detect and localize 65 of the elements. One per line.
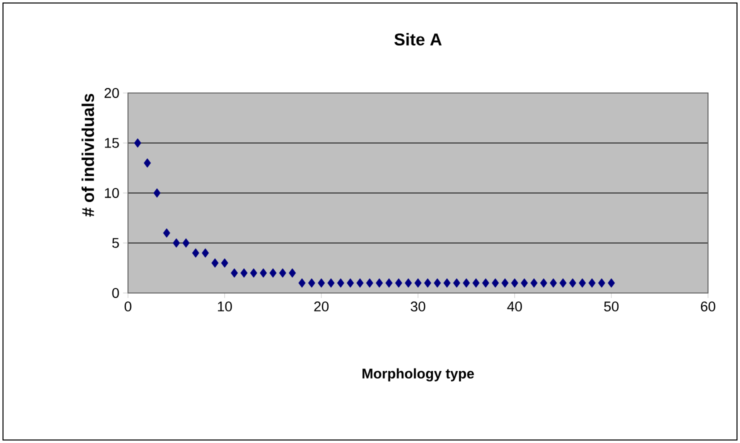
x-tick-label: 50: [604, 302, 619, 312]
point: [153, 188, 161, 198]
x-axis-title: Morphology type: [362, 368, 474, 382]
point: [269, 268, 277, 278]
point: [550, 278, 557, 288]
point: [318, 278, 325, 288]
point: [511, 278, 518, 288]
point: [308, 278, 316, 288]
point: [202, 248, 209, 258]
point: [260, 268, 267, 278]
point: [221, 258, 228, 268]
point: [337, 278, 344, 288]
point: [327, 278, 335, 288]
point: [598, 278, 606, 288]
point: [134, 138, 142, 148]
point: [172, 238, 180, 248]
chart-title: Site A: [394, 33, 442, 46]
point: [230, 268, 238, 278]
point: [414, 278, 422, 288]
point: [385, 278, 393, 288]
x-tick-label: 0: [124, 302, 132, 312]
point: [569, 278, 576, 288]
point: [424, 278, 432, 288]
y-tick-label: 0: [112, 288, 119, 298]
y-tick-label: 5: [112, 238, 119, 248]
point: [288, 268, 296, 278]
point: [520, 278, 528, 288]
x-tick-label: 40: [507, 302, 522, 312]
point: [395, 278, 402, 288]
point: [482, 278, 490, 288]
point: [163, 228, 170, 238]
point: [144, 158, 151, 168]
y-axis-title: # of individuals: [82, 94, 94, 217]
point: [192, 248, 200, 258]
point: [279, 268, 286, 278]
point: [211, 258, 219, 268]
point: [346, 278, 354, 288]
point: [366, 278, 374, 288]
point: [404, 278, 412, 288]
point: [298, 278, 306, 288]
x-tick-label: 10: [218, 302, 232, 312]
point: [453, 278, 460, 288]
point: [540, 278, 548, 288]
y-tick-label: 10: [104, 188, 119, 198]
y-tick-label: 15: [104, 138, 119, 148]
y-tick-label: 20: [104, 88, 119, 98]
x-tick-label: 30: [410, 302, 426, 312]
point: [462, 278, 470, 288]
point: [182, 238, 190, 248]
point: [376, 278, 383, 288]
point: [492, 278, 499, 288]
point: [472, 278, 480, 288]
point: [356, 278, 364, 288]
point: [501, 278, 509, 288]
point: [578, 278, 586, 288]
point: [434, 278, 441, 288]
point: [588, 278, 596, 288]
point: [559, 278, 567, 288]
point: [240, 268, 248, 278]
x-tick-label: 20: [314, 302, 329, 312]
point: [443, 278, 451, 288]
point: [530, 278, 538, 288]
x-tick-label: 60: [700, 302, 716, 312]
point: [250, 268, 258, 278]
point: [608, 278, 615, 288]
